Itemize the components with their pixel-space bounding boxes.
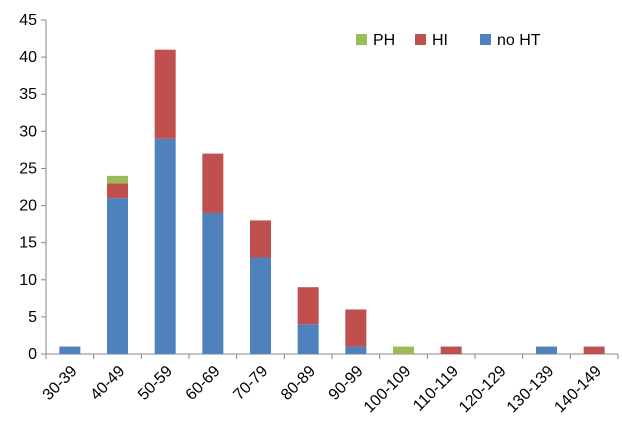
x-tick-label: 50-59 bbox=[135, 363, 176, 404]
y-tick-label: 30 bbox=[19, 123, 37, 140]
x-tick-label: 70-79 bbox=[230, 363, 271, 404]
y-tick-label: 25 bbox=[19, 160, 37, 177]
x-tick-label: 90-99 bbox=[326, 363, 367, 404]
bar-no-ht-90-99 bbox=[345, 346, 367, 354]
bar-ph-100-109 bbox=[393, 346, 414, 354]
y-tick-label: 35 bbox=[19, 86, 37, 103]
legend-swatch-ph bbox=[356, 34, 367, 45]
legend-swatch-hi bbox=[415, 34, 426, 45]
x-tick-label: 100-109 bbox=[361, 363, 415, 417]
bar-no-ht-130-139 bbox=[536, 346, 557, 354]
legend-label-hi: HI bbox=[432, 32, 448, 49]
x-tick-label: 60-69 bbox=[183, 363, 224, 404]
x-tick-label: 130-139 bbox=[504, 363, 558, 417]
bar-hi-110-119 bbox=[440, 346, 462, 354]
bar-hi-50-59 bbox=[154, 49, 176, 139]
bar-ph-40-49 bbox=[107, 175, 128, 184]
y-tick-label: 0 bbox=[28, 346, 37, 363]
bar-no-ht-50-59 bbox=[154, 138, 176, 354]
y-tick-label: 40 bbox=[19, 49, 37, 66]
bar-no-ht-40-49 bbox=[107, 198, 128, 354]
bar-hi-40-49 bbox=[107, 183, 128, 199]
bar-no-ht-70-79 bbox=[250, 257, 271, 354]
y-tick-label: 20 bbox=[19, 198, 37, 215]
legend: PH HI no HT bbox=[356, 32, 541, 49]
y-tick-label: 15 bbox=[19, 235, 37, 252]
axes bbox=[41, 19, 619, 359]
x-tick-label: 30-39 bbox=[40, 363, 81, 404]
bar-hi-140-149 bbox=[583, 346, 605, 354]
bar-hi-80-89 bbox=[297, 287, 319, 325]
x-tick-label: 140-149 bbox=[551, 363, 605, 417]
x-tick-label: 110-119 bbox=[410, 363, 462, 415]
x-tick-label: 80-89 bbox=[278, 363, 319, 404]
legend-label-no-ht: no HT bbox=[497, 32, 541, 49]
bars bbox=[59, 49, 605, 354]
y-tick-label: 5 bbox=[28, 309, 37, 326]
x-tick-label: 120-129 bbox=[456, 363, 510, 417]
bar-no-ht-30-39 bbox=[59, 346, 81, 354]
bar-no-ht-80-89 bbox=[297, 324, 319, 354]
legend-label-ph: PH bbox=[373, 32, 395, 49]
y-tick-labels: 0 5 10 15 20 25 30 35 40 45 bbox=[19, 12, 37, 363]
y-tick-label: 45 bbox=[19, 12, 37, 29]
bar-hi-90-99 bbox=[345, 309, 367, 347]
x-tick-labels: 30-39 40-49 50-59 60-69 70-79 80-89 90-99100-1… bbox=[40, 363, 605, 417]
x-tick-label: 40-49 bbox=[87, 363, 128, 404]
legend-swatch-no-ht bbox=[480, 34, 491, 45]
bar-hi-70-79 bbox=[250, 220, 271, 258]
bar-no-ht-60-69 bbox=[202, 212, 224, 354]
y-tick-label: 10 bbox=[19, 272, 37, 289]
bar-hi-60-69 bbox=[202, 153, 224, 213]
